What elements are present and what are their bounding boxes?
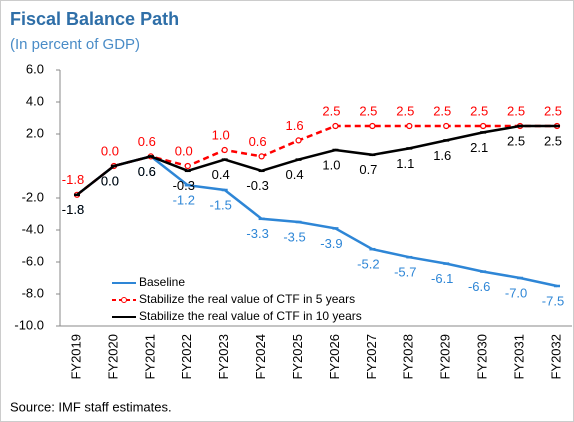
data-label: 0.4 (285, 167, 303, 182)
data-label: -0.3 (246, 178, 268, 193)
x-tick-label: FY2032 (548, 334, 563, 380)
data-label: -1.2 (173, 193, 195, 208)
x-tick-label: FY2025 (290, 334, 305, 380)
data-label: -1.8 (62, 172, 84, 187)
data-label: 1.0 (212, 127, 230, 142)
series-line (76, 124, 557, 196)
data-label: 2.5 (322, 103, 340, 118)
x-tick-label: FY2029 (438, 334, 453, 380)
point-marker (443, 122, 450, 130)
data-label: 1.6 (433, 148, 451, 163)
y-tick-label: -6.0 (22, 253, 44, 268)
data-label: 1.0 (322, 157, 340, 172)
data-label: 2.5 (433, 103, 451, 118)
legend-marker (121, 297, 127, 303)
data-label: -7.0 (505, 285, 527, 300)
x-tick-label: FY2023 (216, 334, 231, 380)
data-label: -1.5 (209, 197, 231, 212)
data-label: 0.4 (212, 167, 230, 182)
point-marker (184, 162, 191, 170)
data-label: 2.5 (359, 103, 377, 118)
y-tick-label: -10.0 (14, 317, 44, 332)
x-tick-label: FY2019 (68, 334, 83, 380)
y-tick-label: -8.0 (22, 285, 44, 300)
y-tick-label: 4.0 (26, 93, 44, 108)
data-label: 0.6 (138, 134, 156, 149)
data-label: -3.3 (246, 226, 268, 241)
data-label: 0.6 (138, 164, 156, 179)
data-label: 1.6 (285, 118, 303, 133)
point-marker (221, 146, 228, 154)
point-marker (258, 153, 265, 160)
source-note: Source: IMF staff estimates. (10, 399, 172, 414)
x-tick-label: FY2027 (364, 334, 379, 380)
chart-subtitle: (In percent of GDP) (10, 36, 140, 53)
x-tick-label: FY2022 (179, 334, 194, 380)
data-label: 0.0 (101, 173, 119, 188)
data-label: -1.8 (62, 202, 84, 217)
point-marker (369, 122, 376, 130)
x-tick-label: FY2026 (327, 334, 342, 380)
data-label: -3.9 (320, 236, 342, 251)
data-label: 2.5 (396, 103, 414, 118)
point-marker (406, 122, 413, 130)
x-tick-label: FY2021 (142, 334, 157, 380)
data-label: 1.1 (396, 156, 414, 171)
point-marker (295, 137, 302, 144)
y-tick-label: -2.0 (22, 189, 44, 204)
y-tick-label: -4.0 (22, 221, 44, 236)
data-label: 0.6 (138, 164, 156, 179)
y-tick-label: 2.0 (26, 125, 44, 140)
data-label: 2.5 (544, 133, 562, 148)
data-label: 0.7 (359, 162, 377, 177)
data-label: -0.3 (173, 178, 195, 193)
x-tick-label: FY2020 (105, 334, 120, 380)
legend-label: Stabilize the real value of CTF in 10 ye… (139, 309, 362, 323)
series-line (76, 155, 558, 288)
point-marker (332, 122, 339, 130)
legend-label: Stabilize the real value of CTF in 5 yea… (139, 292, 355, 306)
data-label: 2.5 (470, 103, 488, 118)
data-label: -3.5 (283, 229, 305, 244)
legend-label: Baseline (139, 275, 185, 289)
data-label: 2.5 (507, 133, 525, 148)
y-tick-label: 6.0 (26, 61, 44, 76)
data-label: -1.8 (62, 202, 84, 217)
x-tick-label: FY2031 (512, 334, 527, 380)
x-tick-label: FY2024 (253, 334, 268, 380)
x-tick-label: FY2028 (401, 334, 416, 380)
data-label: 2.1 (470, 140, 488, 155)
data-label: 0.0 (175, 143, 193, 158)
data-label: 0.0 (101, 173, 119, 188)
data-label: 2.5 (507, 103, 525, 118)
point-marker (480, 122, 487, 130)
data-label: -5.7 (394, 265, 416, 280)
data-label: -6.1 (431, 271, 453, 286)
data-label: 2.5 (544, 103, 562, 118)
data-label: -7.5 (542, 293, 564, 308)
data-label: 0.0 (101, 143, 119, 158)
data-label: -6.6 (468, 279, 490, 294)
data-label: 0.6 (249, 134, 267, 149)
data-label: -5.2 (357, 257, 379, 272)
x-tick-label: FY2030 (475, 334, 490, 380)
chart-title: Fiscal Balance Path (10, 9, 179, 29)
